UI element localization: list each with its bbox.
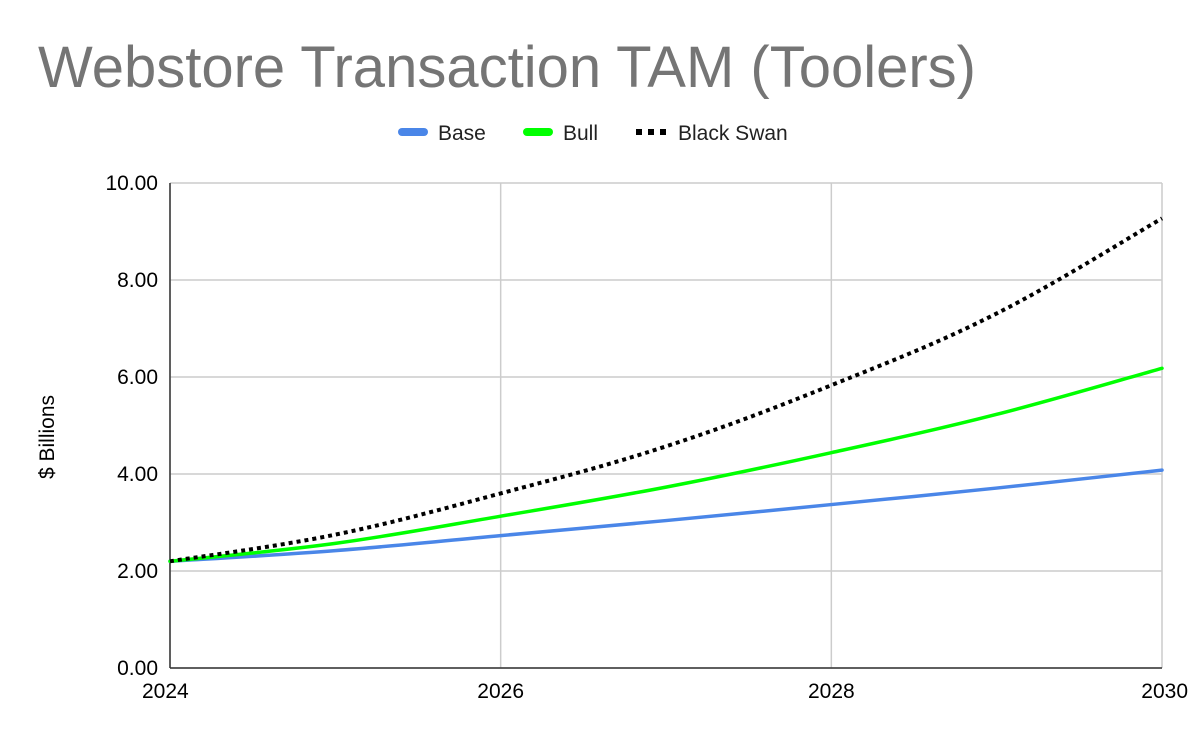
series-line-black-swan bbox=[169, 216, 1163, 564]
legend-label: Black Swan bbox=[678, 122, 788, 145]
legend-swatch-dot bbox=[636, 129, 642, 135]
x-tick-labels: 2024 2026 2028 2030 bbox=[142, 680, 1188, 703]
legend-item-bull: Bull bbox=[523, 122, 598, 145]
gridlines bbox=[169, 182, 1163, 669]
series-line-bull bbox=[168, 366, 1164, 564]
legend: Base Bull Black Swan bbox=[398, 122, 788, 145]
y-tick-label: 4.00 bbox=[117, 463, 158, 486]
chart-title: Webstore Transaction TAM (Toolers) bbox=[38, 35, 976, 100]
legend-label: Base bbox=[438, 122, 486, 145]
axes bbox=[169, 183, 1162, 669]
legend-swatch bbox=[523, 128, 553, 136]
legend-item-black-swan: Black Swan bbox=[636, 122, 788, 145]
y-tick-labels: 0.00 2.00 4.00 6.00 8.00 10.00 bbox=[105, 172, 158, 680]
series-lines bbox=[168, 216, 1164, 564]
legend-label: Bull bbox=[563, 122, 598, 145]
legend-swatch bbox=[398, 128, 428, 136]
y-tick-label: 8.00 bbox=[117, 269, 158, 292]
y-tick-label: 6.00 bbox=[117, 366, 158, 389]
x-tick-label: 2028 bbox=[808, 680, 855, 703]
y-tick-label: 2.00 bbox=[117, 560, 158, 583]
series-line-base bbox=[168, 468, 1164, 564]
legend-swatch-dot bbox=[648, 129, 654, 135]
y-tick-label: 0.00 bbox=[117, 657, 158, 680]
y-axis-title: $ Billions bbox=[36, 395, 59, 479]
x-tick-label: 2024 bbox=[142, 680, 189, 703]
legend-swatch-dot bbox=[660, 129, 666, 135]
x-tick-label: 2030 bbox=[1141, 680, 1188, 703]
legend-item-base: Base bbox=[398, 122, 486, 145]
x-tick-label: 2026 bbox=[477, 680, 524, 703]
y-tick-label: 10.00 bbox=[105, 172, 158, 195]
